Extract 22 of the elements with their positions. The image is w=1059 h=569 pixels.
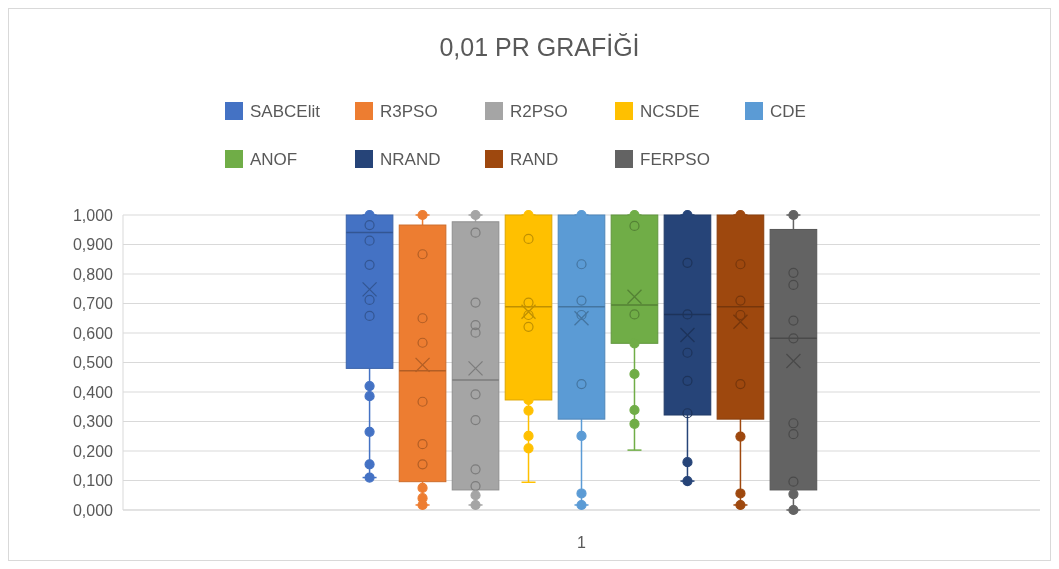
y-tick-label: 1,000 xyxy=(72,206,114,224)
legend-label: FERPSO xyxy=(640,149,710,169)
y-tick-label: 0,900 xyxy=(72,236,114,254)
legend-label: NRAND xyxy=(380,149,441,169)
legend-label: ANOF xyxy=(250,149,298,169)
legend-label: R3PSO xyxy=(380,101,438,121)
y-tick-label: 0,300 xyxy=(72,413,114,431)
legend-label: CDE xyxy=(770,101,806,121)
legend-label: SABCElit xyxy=(250,101,321,121)
legend-label: RAND xyxy=(510,149,559,169)
y-tick-label: 0,000 xyxy=(72,501,114,519)
legend-label: NCSDE xyxy=(640,101,700,121)
y-tick-label: 0,200 xyxy=(72,442,114,460)
y-tick-label: 0,500 xyxy=(72,354,114,372)
y-tick-label: 0,400 xyxy=(72,383,114,401)
chart-title: 0,01 PR GRAFİĞİ xyxy=(439,33,640,61)
y-tick-label: 0,100 xyxy=(72,472,114,490)
y-tick-label: 0,800 xyxy=(72,265,114,283)
y-tick-label: 0,700 xyxy=(72,295,114,313)
x-tick-label: 1 xyxy=(577,534,587,551)
y-tick-label: 0,600 xyxy=(72,324,114,342)
legend-label: R2PSO xyxy=(510,101,568,121)
